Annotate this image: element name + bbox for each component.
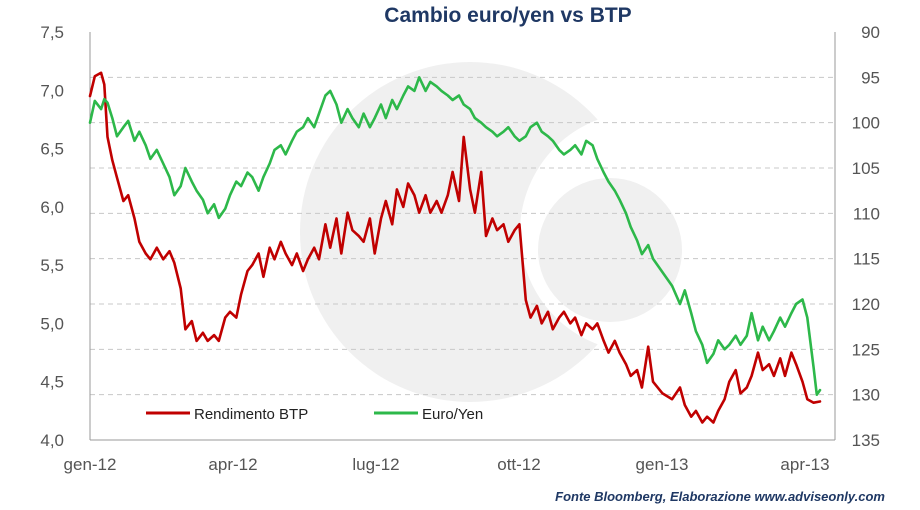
series-line-euro-yen xyxy=(88,76,822,397)
legend-label-btp: Rendimento BTP xyxy=(194,406,308,423)
y-left-tick-label: 4,0 xyxy=(40,431,64,450)
y-left-tick-label: 7,0 xyxy=(40,81,64,100)
y-right-tick-label: 115 xyxy=(853,250,880,269)
y-right-tick-label: 90 xyxy=(861,23,880,42)
y-right-tick-label: 130 xyxy=(852,386,880,405)
legend-label-euroyen: Euro/Yen xyxy=(422,406,483,423)
y-left-tick-label: 7,5 xyxy=(40,23,64,42)
x-tick-label: ott-12 xyxy=(497,455,540,474)
chart-title: Cambio euro/yen vs BTP xyxy=(384,4,631,27)
x-axis-ticks: gen-12 apr-12 lug-12 ott-12 gen-13 apr-13 xyxy=(64,455,830,474)
y-axis-left-ticks: 7,5 7,0 6,5 6,0 5,5 5,0 4,5 4,0 xyxy=(40,23,64,450)
y-left-tick-label: 5,5 xyxy=(40,256,64,275)
y-right-tick-label: 110 xyxy=(853,204,880,223)
y-left-tick-label: 5,0 xyxy=(40,314,64,333)
legend: Rendimento BTP Euro/Yen xyxy=(146,406,483,423)
y-right-tick-label: 100 xyxy=(852,114,880,133)
x-tick-label: apr-12 xyxy=(208,455,257,474)
y-left-tick-label: 4,5 xyxy=(40,373,64,392)
y-left-tick-label: 6,0 xyxy=(40,198,64,217)
series-line-rendimento-btp xyxy=(88,71,822,424)
y-right-tick-label: 95 xyxy=(861,68,880,87)
watermark xyxy=(300,62,760,402)
series-lines xyxy=(88,71,822,424)
y-left-tick-label: 6,5 xyxy=(40,140,64,159)
y-right-tick-label: 125 xyxy=(852,340,880,359)
y-right-tick-label: 120 xyxy=(852,295,880,314)
x-tick-label: gen-13 xyxy=(636,455,689,474)
y-right-tick-label: 105 xyxy=(852,159,880,178)
x-tick-label: apr-13 xyxy=(780,455,829,474)
x-tick-label: lug-12 xyxy=(352,455,399,474)
y-right-tick-label: 135 xyxy=(852,431,880,450)
source-note: Fonte Bloomberg, Elaborazione www.advise… xyxy=(555,489,885,504)
x-tick-label: gen-12 xyxy=(64,455,117,474)
y-axis-right-ticks: 90 95 100 105 110 115 120 125 130 135 xyxy=(852,23,880,450)
